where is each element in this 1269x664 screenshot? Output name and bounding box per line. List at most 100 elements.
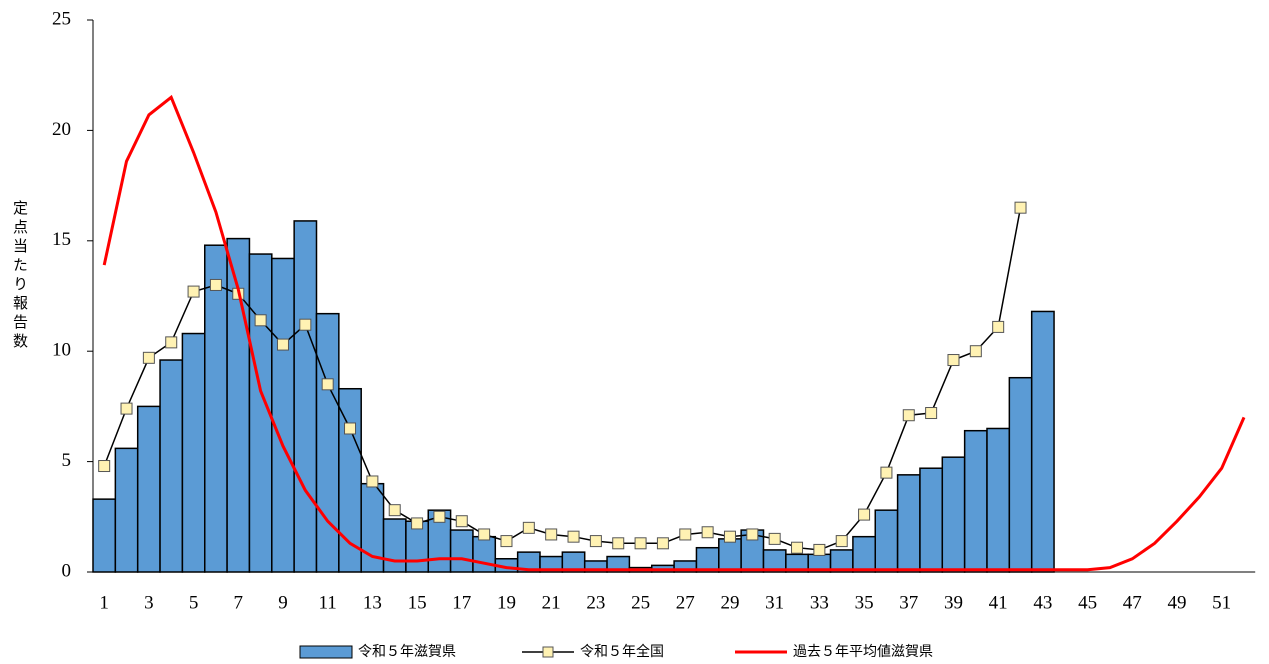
x-tick-label: 23 (586, 592, 605, 613)
marker (969, 345, 982, 358)
marker (679, 528, 692, 541)
bar (718, 538, 742, 573)
marker (455, 515, 468, 528)
marker (746, 528, 759, 541)
marker (791, 541, 804, 554)
marker (120, 402, 133, 415)
marker (612, 537, 625, 550)
marker (813, 543, 826, 556)
x-tick-label: 19 (497, 592, 516, 613)
y-tick-label: 10 (52, 340, 71, 361)
x-tick-label: 31 (765, 592, 784, 613)
marker (925, 407, 938, 420)
bar (986, 427, 1011, 573)
bar (919, 467, 944, 573)
legend-marker (542, 646, 554, 658)
marker (768, 532, 781, 545)
x-tick-label: 51 (1212, 592, 1231, 613)
bar (204, 244, 228, 573)
x-tick-label: 13 (363, 592, 382, 613)
marker (344, 422, 357, 435)
marker (299, 318, 312, 331)
bar (315, 312, 340, 573)
x-tick-label: 37 (899, 592, 918, 613)
marker (1014, 201, 1027, 214)
marker (656, 537, 669, 550)
x-tick-label: 43 (1033, 592, 1052, 613)
bar (449, 529, 474, 573)
legend-label: 過去５年平均値滋賀県 (793, 644, 933, 660)
x-tick-label: 49 (1167, 592, 1186, 613)
marker (880, 466, 893, 479)
x-tick-label: 17 (452, 592, 471, 613)
bar (1030, 310, 1055, 573)
marker (98, 460, 111, 473)
bar (181, 332, 206, 573)
bar (472, 535, 497, 573)
marker (321, 378, 334, 391)
marker (254, 314, 267, 327)
legend-label: 令和５年滋賀県 (358, 644, 456, 660)
marker (634, 537, 647, 550)
marker (522, 521, 535, 534)
x-tick-label: 15 (408, 592, 427, 613)
x-tick-label: 21 (542, 592, 561, 613)
legend-swatch (299, 645, 353, 659)
x-tick-label: 41 (989, 592, 1008, 613)
bar (852, 535, 877, 573)
line (102, 94, 1246, 572)
x-tick-label: 3 (144, 592, 154, 613)
marker (209, 278, 222, 291)
bar (271, 257, 295, 573)
marker (902, 409, 915, 422)
marker (366, 475, 379, 488)
marker (411, 517, 424, 530)
marker (478, 528, 491, 541)
marker (835, 535, 848, 548)
marker (500, 535, 513, 548)
bar (963, 429, 988, 573)
x-tick-label: 7 (234, 592, 244, 613)
marker (165, 336, 178, 349)
marker (589, 535, 602, 548)
legend-label: 令和５年全国 (580, 643, 664, 660)
y-axis-label: 定点当たり報告数 (11, 200, 29, 352)
marker (388, 504, 401, 517)
x-tick-label: 35 (855, 592, 874, 613)
x-tick-label: 5 (189, 592, 199, 613)
marker (858, 508, 871, 521)
x-tick-label: 33 (810, 592, 829, 613)
marker (276, 338, 289, 351)
x-tick-label: 11 (319, 592, 337, 613)
x-tick-label: 45 (1078, 592, 1097, 613)
x-tick-label: 47 (1123, 592, 1142, 613)
y-tick-label: 20 (52, 119, 71, 140)
bar (159, 359, 184, 573)
marker (187, 285, 200, 298)
x-tick-label: 1 (99, 592, 109, 613)
bar (293, 220, 318, 573)
bar (874, 509, 899, 573)
x-tick-label: 25 (631, 592, 650, 613)
bar (1008, 376, 1033, 573)
y-tick-label: 25 (52, 8, 71, 29)
y-tick-label: 5 (62, 450, 72, 471)
bar (896, 474, 921, 573)
bar (941, 456, 966, 573)
y-tick-label: 0 (62, 560, 72, 581)
marker (723, 530, 736, 543)
marker (992, 320, 1005, 333)
marker (545, 528, 558, 541)
bar (382, 518, 407, 573)
y-tick-label: 15 (52, 229, 71, 250)
x-tick-label: 27 (676, 592, 695, 613)
marker (701, 526, 714, 539)
bar (136, 405, 161, 573)
bar (114, 447, 139, 573)
marker (947, 354, 960, 367)
x-tick-label: 29 (720, 592, 739, 613)
bar (92, 498, 117, 573)
x-tick-label: 9 (278, 592, 288, 613)
